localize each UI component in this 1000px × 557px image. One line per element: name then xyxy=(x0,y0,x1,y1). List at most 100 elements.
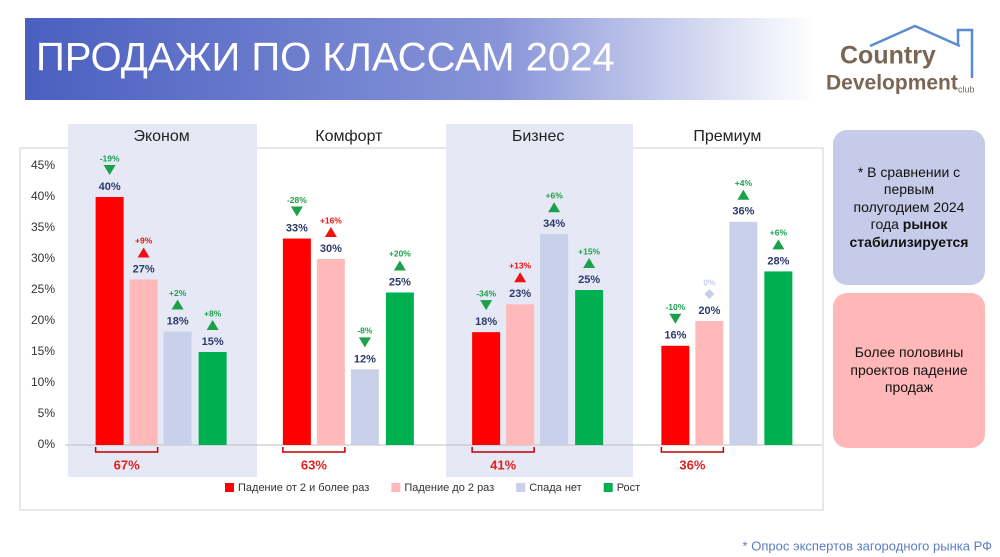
bar xyxy=(575,290,604,445)
change-label: -34% xyxy=(476,288,496,298)
group-bracket xyxy=(471,447,535,453)
logo-text: Development xyxy=(826,72,958,95)
logo-text: Country xyxy=(840,42,936,70)
category-label: Комфорт xyxy=(315,128,383,145)
category-label: Премиум xyxy=(693,128,761,145)
note: * В сравнении с первым полугодием 2024 г… xyxy=(847,164,971,252)
group-bracket xyxy=(282,447,346,453)
change-label: +15% xyxy=(578,246,600,256)
bar xyxy=(95,197,124,445)
bar xyxy=(661,345,690,445)
bar xyxy=(695,321,724,445)
bar xyxy=(729,221,758,445)
bar xyxy=(540,234,569,445)
change-marker xyxy=(324,227,337,237)
title-banner xyxy=(25,18,815,100)
y-tick-label: 25% xyxy=(31,282,55,296)
value-label: 18% xyxy=(475,316,497,328)
change-marker xyxy=(103,165,116,175)
change-label: +9% xyxy=(135,236,153,246)
bar xyxy=(163,331,192,445)
value-label: 34% xyxy=(543,218,565,230)
y-tick-label: 5% xyxy=(38,406,56,420)
bar xyxy=(282,238,311,445)
y-tick-label: 40% xyxy=(31,189,55,203)
change-label: -28% xyxy=(287,195,307,205)
legend-swatch xyxy=(391,483,401,492)
value-label: 36% xyxy=(732,206,754,218)
group-total: 41% xyxy=(490,457,516,472)
change-label: +8% xyxy=(204,308,222,318)
bar xyxy=(316,259,345,445)
change-label: -19% xyxy=(100,153,120,163)
value-label: 28% xyxy=(767,255,789,267)
change-marker xyxy=(583,258,596,268)
y-tick-label: 30% xyxy=(31,251,55,265)
legend-swatch xyxy=(516,483,526,492)
legend-swatch xyxy=(603,483,613,492)
chart-frame xyxy=(19,147,824,511)
value-label: 23% xyxy=(509,288,531,300)
group-total: 63% xyxy=(301,457,327,472)
change-marker xyxy=(704,289,715,299)
change-label: 0% xyxy=(703,277,716,287)
value-label: 33% xyxy=(286,222,308,234)
slide-title: ПРОДАЖИ ПО КЛАССАМ 2024 xyxy=(36,36,615,80)
footnote: * Опрос экспертов загородного рынка РФ xyxy=(743,538,993,553)
bar xyxy=(385,292,414,445)
group-bracket xyxy=(660,447,725,453)
change-label: +6% xyxy=(770,228,788,238)
logo: Country Development club xyxy=(826,24,975,95)
value-label: 27% xyxy=(133,263,155,275)
value-label: 30% xyxy=(320,243,342,255)
change-marker xyxy=(290,206,303,217)
change-marker xyxy=(772,239,785,250)
group-bracket xyxy=(94,447,159,453)
change-marker xyxy=(393,260,406,271)
note-text: Более половины проектов падение продаж xyxy=(850,344,968,396)
change-label: +20% xyxy=(389,249,411,259)
y-tick-label: 45% xyxy=(31,158,55,172)
note-bold: рынок стабилизируется xyxy=(849,216,969,250)
value-label: 15% xyxy=(202,336,224,348)
y-tick-label: 10% xyxy=(31,375,55,389)
change-label: +4% xyxy=(735,178,753,188)
y-tick-label: 15% xyxy=(31,344,55,358)
legend-label: Падение до 2 раз xyxy=(404,482,494,494)
bar xyxy=(198,352,227,445)
note-text: * В сравнении с первым полугодием 2024 г… xyxy=(853,163,965,233)
group-total: 67% xyxy=(114,457,140,472)
change-label: -10% xyxy=(665,302,685,312)
category-label: Бизнес xyxy=(512,128,565,145)
value-label: 12% xyxy=(354,353,376,365)
change-marker xyxy=(137,247,150,258)
legend-swatch xyxy=(225,483,234,492)
change-marker xyxy=(358,337,371,348)
change-label: -8% xyxy=(357,326,373,336)
group-total: 36% xyxy=(679,457,705,472)
change-label: +13% xyxy=(509,261,531,271)
legend-label: Спада нет xyxy=(529,482,581,494)
change-label: +16% xyxy=(320,215,342,225)
value-label: 25% xyxy=(389,276,411,288)
change-marker xyxy=(206,320,219,330)
bar xyxy=(472,332,501,445)
note-box: * В сравнении с первым полугодием 2024 г… xyxy=(833,130,985,285)
value-label: 16% xyxy=(664,330,686,342)
change-marker xyxy=(669,313,682,324)
legend-label: Рост xyxy=(617,482,641,494)
y-tick-label: 20% xyxy=(31,313,55,327)
value-label: 40% xyxy=(99,181,121,193)
change-label: +2% xyxy=(169,288,187,298)
value-label: 20% xyxy=(698,305,720,317)
legend-label: Падение от 2 и более раз xyxy=(238,482,369,494)
logo-text: club xyxy=(958,84,975,94)
change-marker xyxy=(171,299,184,310)
bar xyxy=(764,271,793,445)
change-marker xyxy=(514,272,527,283)
value-label: 18% xyxy=(167,315,189,327)
bar xyxy=(129,279,158,445)
bar xyxy=(350,369,379,445)
